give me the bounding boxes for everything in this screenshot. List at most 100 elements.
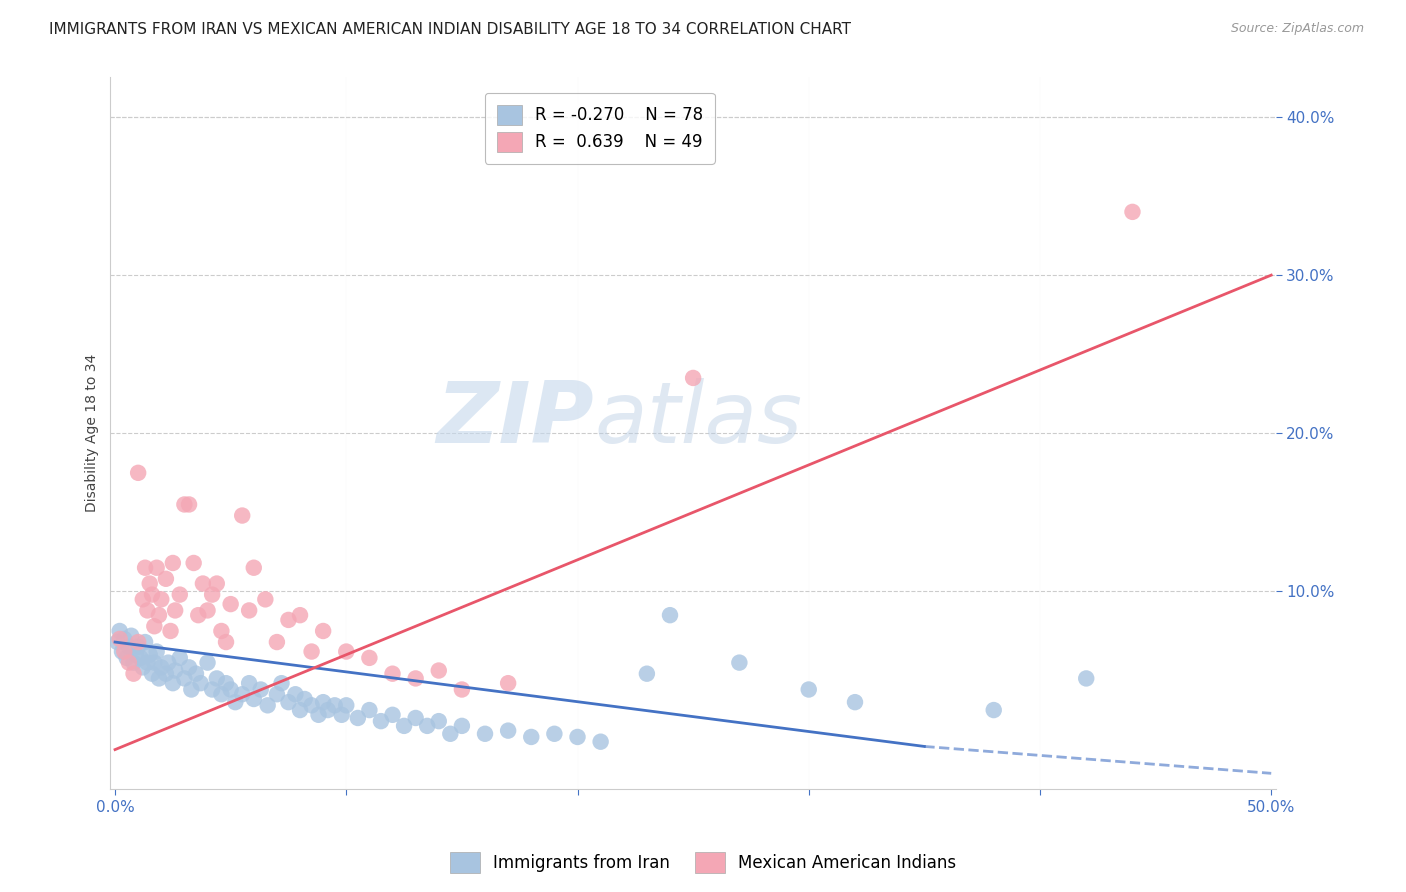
Point: [129, 651, 152, 665]
Point: [266, 635, 288, 649]
Point: [496, 676, 519, 690]
Point: [183, 556, 205, 570]
Point: [301, 644, 323, 658]
Point: [359, 651, 381, 665]
Point: [155, 572, 177, 586]
Point: [122, 666, 145, 681]
Point: [169, 651, 191, 665]
Point: [150, 660, 173, 674]
Legend: R = -0.270    N = 78, R =  0.639    N = 49: R = -0.270 N = 78, R = 0.639 N = 49: [485, 93, 714, 163]
Point: [138, 576, 160, 591]
Point: [143, 656, 166, 670]
Point: [125, 648, 148, 662]
Point: [242, 692, 264, 706]
Point: [127, 635, 149, 649]
Point: [231, 508, 253, 523]
Point: [162, 676, 184, 690]
Point: [238, 603, 260, 617]
Point: [270, 676, 292, 690]
Point: [231, 687, 253, 701]
Point: [165, 664, 187, 678]
Point: [209, 624, 232, 638]
Point: [381, 707, 404, 722]
Point: [294, 692, 316, 706]
Point: [330, 707, 353, 722]
Point: [122, 656, 145, 670]
Y-axis label: Disability Age 18 to 34: Disability Age 18 to 34: [86, 354, 100, 512]
Point: [266, 687, 288, 701]
Point: [108, 624, 131, 638]
Point: [416, 719, 439, 733]
Point: [335, 644, 357, 658]
Point: [205, 672, 228, 686]
Point: [254, 592, 277, 607]
Point: [111, 644, 134, 658]
Point: [682, 371, 704, 385]
Point: [242, 560, 264, 574]
Point: [173, 672, 195, 686]
Point: [277, 695, 299, 709]
Point: [120, 629, 142, 643]
Point: [162, 556, 184, 570]
Point: [201, 588, 224, 602]
Point: [132, 660, 155, 674]
Point: [118, 640, 141, 654]
Point: [150, 592, 173, 607]
Point: [209, 687, 232, 701]
Point: [145, 644, 167, 658]
Point: [238, 676, 260, 690]
Point: [1076, 672, 1098, 686]
Point: [284, 687, 307, 701]
Point: [347, 711, 370, 725]
Point: [224, 695, 246, 709]
Point: [335, 698, 357, 713]
Point: [112, 632, 135, 646]
Point: [177, 660, 200, 674]
Point: [1121, 205, 1143, 219]
Point: [145, 560, 167, 574]
Point: [155, 666, 177, 681]
Point: [190, 676, 212, 690]
Point: [127, 466, 149, 480]
Point: [316, 703, 339, 717]
Point: [728, 656, 751, 670]
Point: [105, 635, 128, 649]
Point: [148, 672, 170, 686]
Point: [256, 698, 278, 713]
Text: Source: ZipAtlas.com: Source: ZipAtlas.com: [1230, 22, 1364, 36]
Point: [405, 672, 427, 686]
Point: [427, 664, 450, 678]
Point: [205, 576, 228, 591]
Point: [567, 730, 589, 744]
Point: [169, 588, 191, 602]
Point: [636, 666, 658, 681]
Point: [173, 498, 195, 512]
Point: [589, 734, 612, 748]
Point: [844, 695, 866, 709]
Point: [180, 682, 202, 697]
Point: [215, 635, 238, 649]
Point: [288, 703, 311, 717]
Text: IMMIGRANTS FROM IRAN VS MEXICAN AMERICAN INDIAN DISABILITY AGE 18 TO 34 CORRELAT: IMMIGRANTS FROM IRAN VS MEXICAN AMERICAN…: [49, 22, 851, 37]
Text: atlas: atlas: [595, 377, 801, 460]
Point: [134, 560, 156, 574]
Legend: Immigrants from Iran, Mexican American Indians: Immigrants from Iran, Mexican American I…: [443, 846, 963, 880]
Point: [451, 682, 474, 697]
Point: [392, 719, 415, 733]
Point: [427, 714, 450, 728]
Point: [797, 682, 820, 697]
Point: [520, 730, 543, 744]
Point: [277, 613, 299, 627]
Point: [359, 703, 381, 717]
Point: [323, 698, 346, 713]
Point: [115, 651, 138, 665]
Point: [197, 656, 219, 670]
Point: [148, 608, 170, 623]
Point: [405, 711, 427, 725]
Point: [138, 648, 160, 662]
Point: [381, 666, 404, 681]
Point: [136, 656, 159, 670]
Point: [136, 603, 159, 617]
Point: [288, 608, 311, 623]
Point: [157, 656, 180, 670]
